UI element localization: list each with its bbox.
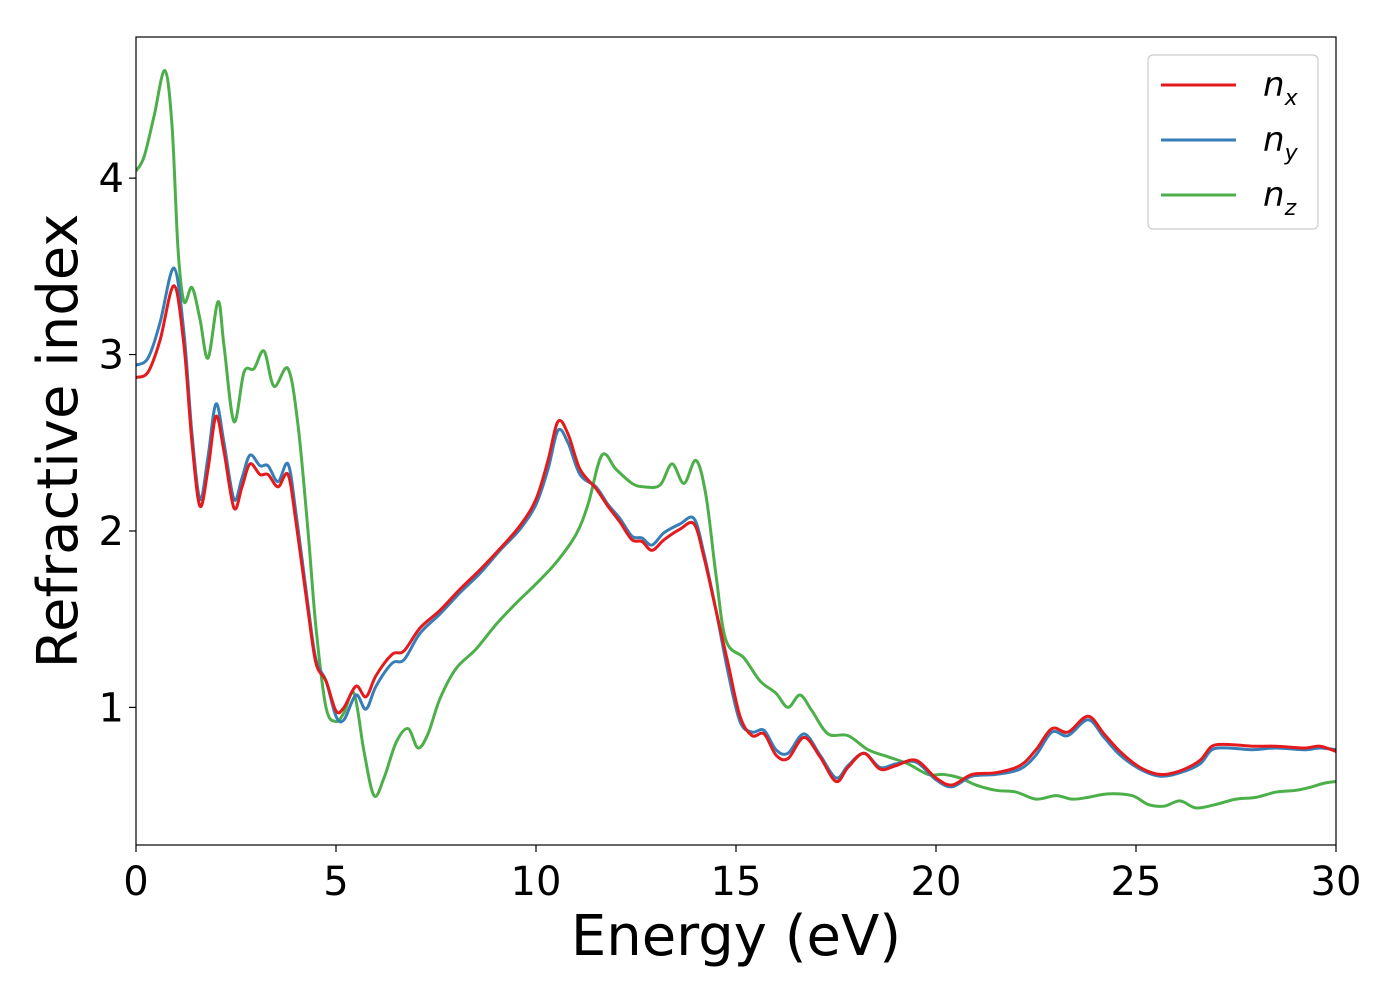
x-tick-label: 20 [911,859,962,905]
y-tick-label: 4 [99,156,124,202]
legend-label: nx [1263,65,1299,111]
x-tick-label: 0 [123,859,148,905]
x-axis: 0 5 10 15 20 25 30 [123,845,1361,905]
y-axis-title: Refractive index [26,214,91,669]
x-tick-label: 30 [1311,859,1362,905]
x-tick-label: 5 [323,859,348,905]
series-line-n-y [136,266,1336,789]
y-tick-label: 1 [99,685,124,731]
x-tick-label: 25 [1111,859,1162,905]
series-line-n-x [136,284,1336,787]
series-lines [136,69,1336,810]
x-tick-label: 10 [511,859,562,905]
legend-label: nz [1263,175,1297,221]
y-tick-label: 3 [99,333,124,379]
y-tick-label: 2 [99,509,124,555]
x-axis-title: Energy (eV) [571,904,901,969]
series-line-n-z [136,69,1336,810]
legend-label: ny [1263,120,1299,166]
y-axis: 1 2 3 4 [99,156,136,731]
legend-box [1147,54,1319,230]
legend: nx ny nz [1147,54,1319,230]
x-tick-label: 15 [711,859,762,905]
